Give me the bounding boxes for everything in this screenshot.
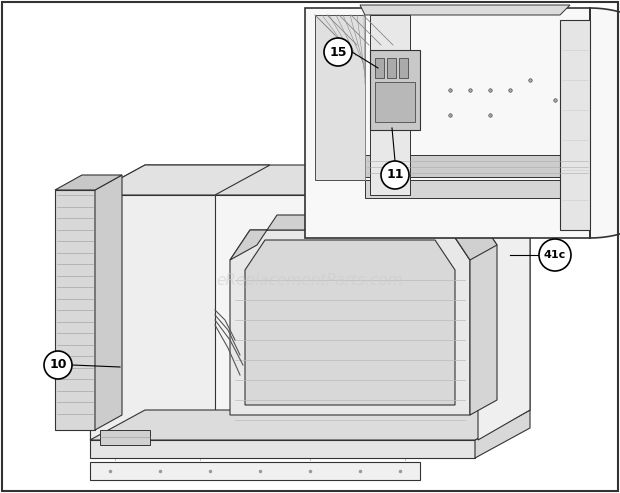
Polygon shape xyxy=(475,410,530,458)
Polygon shape xyxy=(90,462,420,480)
Text: 41c: 41c xyxy=(544,250,566,260)
Text: 11: 11 xyxy=(386,169,404,181)
Text: 15: 15 xyxy=(329,45,347,59)
Polygon shape xyxy=(55,190,95,430)
Polygon shape xyxy=(315,15,365,180)
Polygon shape xyxy=(100,430,150,445)
Polygon shape xyxy=(230,230,470,415)
Text: eReplacementParts.com: eReplacementParts.com xyxy=(216,273,404,287)
Polygon shape xyxy=(55,175,122,190)
Polygon shape xyxy=(365,155,590,177)
Polygon shape xyxy=(560,20,590,230)
Polygon shape xyxy=(95,175,122,430)
Text: 10: 10 xyxy=(49,358,67,372)
Polygon shape xyxy=(90,195,475,440)
Polygon shape xyxy=(399,58,408,78)
Polygon shape xyxy=(375,58,384,78)
Polygon shape xyxy=(245,240,455,405)
Polygon shape xyxy=(450,215,497,415)
Polygon shape xyxy=(375,82,415,122)
Polygon shape xyxy=(360,5,570,15)
Circle shape xyxy=(324,38,352,66)
Polygon shape xyxy=(365,180,590,198)
Circle shape xyxy=(381,161,409,189)
Polygon shape xyxy=(90,165,530,195)
Polygon shape xyxy=(387,58,396,78)
Polygon shape xyxy=(370,15,410,195)
Polygon shape xyxy=(475,165,530,440)
Circle shape xyxy=(539,239,571,271)
Polygon shape xyxy=(90,410,530,440)
Polygon shape xyxy=(90,440,475,458)
Polygon shape xyxy=(90,195,215,440)
Polygon shape xyxy=(90,165,270,195)
Polygon shape xyxy=(305,8,620,238)
Polygon shape xyxy=(230,215,497,260)
Polygon shape xyxy=(370,50,420,130)
Circle shape xyxy=(44,351,72,379)
Polygon shape xyxy=(478,165,530,440)
